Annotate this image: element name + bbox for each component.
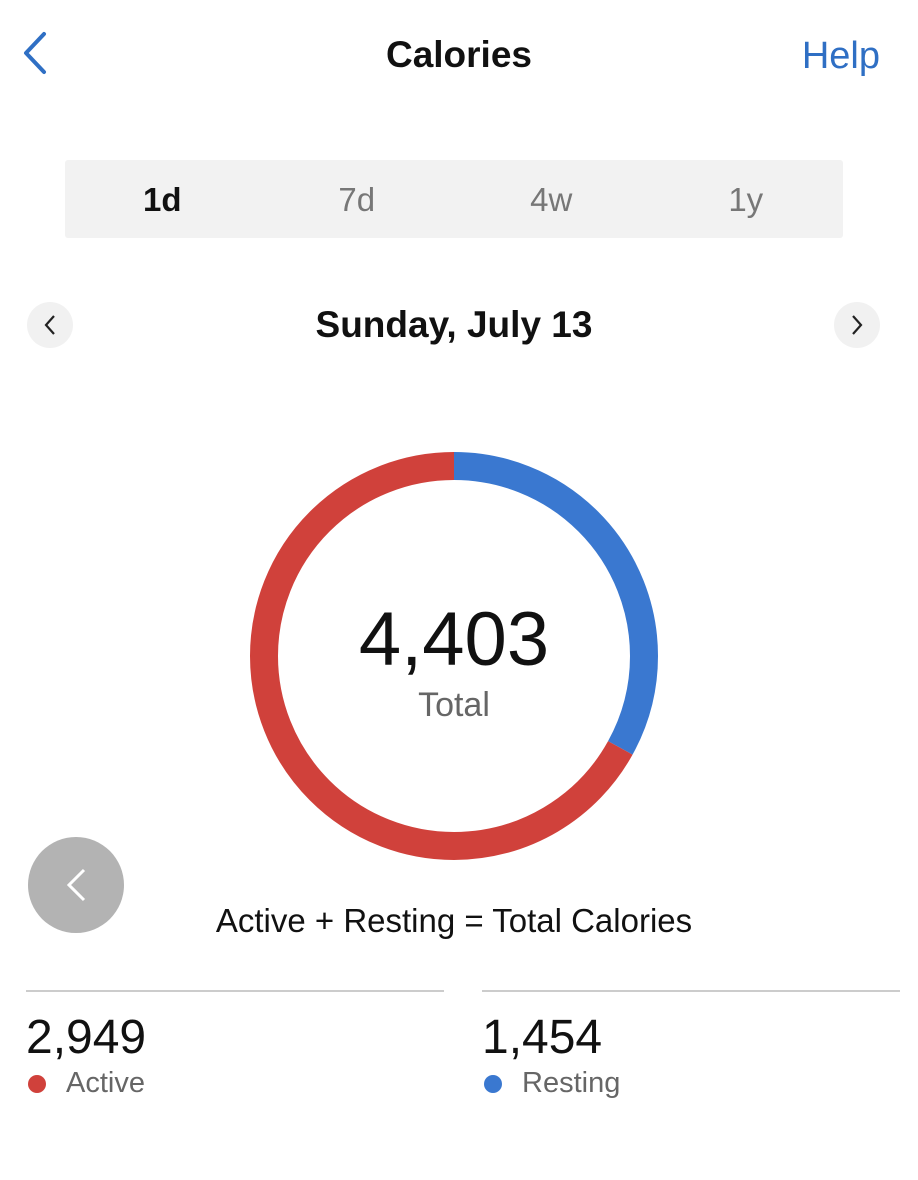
resting-value: 1,454: [482, 1011, 603, 1064]
total-value: 4,403: [358, 597, 550, 682]
total-label: Total: [418, 686, 490, 724]
formula-text: Active + Resting = Total Calories: [215, 902, 693, 939]
active-dot-icon: [28, 1074, 46, 1093]
range-segmented-control: 1d 7d 4w 1y: [65, 160, 843, 238]
chevron-left-icon: [24, 32, 46, 74]
tab-1y[interactable]: 1y: [728, 181, 764, 218]
chevron-left-icon: [44, 315, 55, 335]
donut-segment-active: [250, 452, 658, 860]
next-day-button[interactable]: [834, 302, 880, 348]
back-button[interactable]: [18, 30, 52, 76]
active-stat: 2,949 Active: [26, 990, 444, 1100]
resting-stat: 1,454 Resting: [482, 990, 900, 1100]
date-label: Sunday, July 13: [315, 304, 593, 345]
page-title: Calories: [385, 34, 532, 75]
floating-back-button[interactable]: [28, 837, 124, 933]
help-button[interactable]: Help: [801, 35, 880, 77]
resting-dot-icon: [484, 1074, 502, 1093]
tab-7d[interactable]: 7d: [338, 181, 376, 218]
tab-4w[interactable]: 4w: [530, 181, 573, 218]
chevron-left-icon: [66, 868, 86, 902]
tab-1d[interactable]: 1d: [142, 181, 182, 218]
active-label: Active: [66, 1067, 145, 1099]
previous-day-button[interactable]: [27, 302, 73, 348]
active-value: 2,949: [26, 1011, 147, 1064]
chevron-right-icon: [852, 315, 863, 335]
calories-donut-chart: [250, 452, 658, 860]
resting-label: Resting: [522, 1067, 621, 1099]
